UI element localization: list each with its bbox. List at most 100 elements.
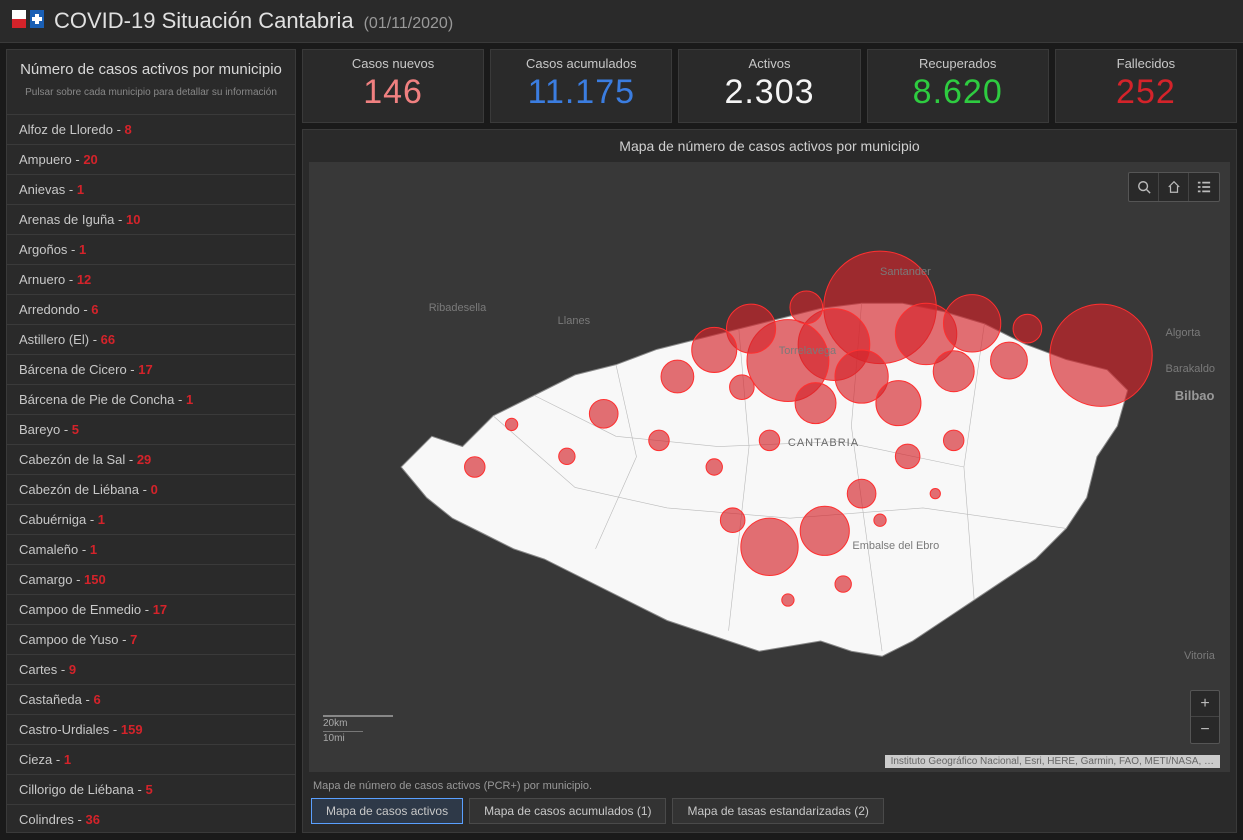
list-item-municipality[interactable]: Cartes - 9 <box>7 655 295 685</box>
case-bubble[interactable] <box>649 430 669 450</box>
list-item-municipality[interactable]: Campoo de Enmedio - 17 <box>7 595 295 625</box>
list-item-municipality[interactable]: Camaleño - 1 <box>7 535 295 565</box>
municipality-value: 1 <box>90 542 97 557</box>
list-item-municipality[interactable]: Bárcena de Pie de Concha - 1 <box>7 385 295 415</box>
header-flags <box>12 10 44 28</box>
municipality-value: 6 <box>91 302 98 317</box>
list-item-municipality[interactable]: Camargo - 150 <box>7 565 295 595</box>
municipality-name: Cabuérniga <box>19 512 86 527</box>
case-bubble[interactable] <box>661 360 694 393</box>
app-header: COVID-19 Situación Cantabria (01/11/2020… <box>0 0 1243 43</box>
list-item-municipality[interactable]: Campoo de Yuso - 7 <box>7 625 295 655</box>
scale-km: 20km <box>323 715 393 729</box>
municipality-name: Cillorigo de Liébana <box>19 782 134 797</box>
list-item-municipality[interactable]: Cabezón de la Sal - 29 <box>7 445 295 475</box>
case-bubble[interactable] <box>782 594 794 606</box>
list-item-municipality[interactable]: Astillero (El) - 66 <box>7 325 295 355</box>
sidebar-panel: Número de casos activos por municipio Pu… <box>6 49 296 833</box>
case-bubble[interactable] <box>795 383 836 424</box>
municipality-name: Arenas de Iguña <box>19 212 114 227</box>
case-bubble[interactable] <box>720 508 745 533</box>
map-area[interactable]: + − 20km 10mi Instituto Geográfico Nacio… <box>309 162 1230 772</box>
municipality-name: Campoo de Yuso <box>19 632 119 647</box>
case-bubble[interactable] <box>930 488 940 498</box>
case-bubble[interactable] <box>1050 304 1152 406</box>
stat-value: 146 <box>307 73 479 112</box>
case-bubble[interactable] <box>505 418 517 430</box>
case-bubble[interactable] <box>835 576 851 592</box>
list-item-municipality[interactable]: Castañeda - 6 <box>7 685 295 715</box>
municipality-value: 150 <box>84 572 106 587</box>
stat-label: Casos acumulados <box>495 56 667 71</box>
stat-value: 8.620 <box>872 73 1044 112</box>
municipality-name: Anievas <box>19 182 65 197</box>
municipality-list[interactable]: Alfoz de Lloredo - 8Ampuero - 20Anievas … <box>7 115 295 832</box>
flag-icon-cantabria <box>12 10 26 28</box>
case-bubble[interactable] <box>741 518 798 575</box>
stat-value: 11.175 <box>495 73 667 112</box>
tab-map-view[interactable]: Mapa de casos activos <box>311 798 463 824</box>
case-bubble[interactable] <box>943 430 963 450</box>
tab-map-view[interactable]: Mapa de tasas estandarizadas (2) <box>672 798 883 824</box>
list-item-municipality[interactable]: Colindres - 36 <box>7 805 295 832</box>
list-item-municipality[interactable]: Arnuero - 12 <box>7 265 295 295</box>
municipality-name: Bareyo <box>19 422 60 437</box>
municipality-value: 1 <box>79 242 86 257</box>
search-icon[interactable] <box>1129 173 1159 201</box>
list-item-municipality[interactable]: Cillorigo de Liébana - 5 <box>7 775 295 805</box>
case-bubble[interactable] <box>847 479 876 508</box>
case-bubble[interactable] <box>730 375 755 400</box>
case-bubble[interactable] <box>589 399 618 428</box>
case-bubble[interactable] <box>706 459 722 475</box>
list-item-municipality[interactable]: Arredondo - 6 <box>7 295 295 325</box>
list-item-municipality[interactable]: Arenas de Iguña - 10 <box>7 205 295 235</box>
sidebar-title: Número de casos activos por municipio <box>19 60 283 80</box>
municipality-name: Astillero (El) <box>19 332 89 347</box>
page-date: (01/11/2020) <box>364 15 454 33</box>
stat-label: Activos <box>683 56 855 71</box>
list-item-municipality[interactable]: Bárcena de Cicero - 17 <box>7 355 295 385</box>
home-icon[interactable] <box>1159 173 1189 201</box>
list-item-municipality[interactable]: Anievas - 1 <box>7 175 295 205</box>
zoom-control: + − <box>1190 690 1220 744</box>
list-item-municipality[interactable]: Castro-Urdiales - 159 <box>7 715 295 745</box>
legend-icon[interactable] <box>1189 173 1219 201</box>
case-bubble[interactable] <box>874 514 886 526</box>
case-bubble[interactable] <box>933 351 974 392</box>
list-item-municipality[interactable]: Ampuero - 20 <box>7 145 295 175</box>
zoom-in-button[interactable]: + <box>1191 691 1219 717</box>
map-title: Mapa de número de casos activos por muni… <box>303 130 1236 162</box>
municipality-value: 20 <box>83 152 97 167</box>
list-item-municipality[interactable]: Cabuérniga - 1 <box>7 505 295 535</box>
municipality-name: Bárcena de Cicero <box>19 362 127 377</box>
list-item-municipality[interactable]: Alfoz de Lloredo - 8 <box>7 115 295 145</box>
municipality-name: Cabezón de Liébana <box>19 482 139 497</box>
stat-label: Fallecidos <box>1060 56 1232 71</box>
stat-value: 252 <box>1060 73 1232 112</box>
municipality-value: 36 <box>85 812 99 827</box>
case-bubble[interactable] <box>465 457 485 477</box>
case-bubble[interactable] <box>692 327 737 372</box>
list-item-municipality[interactable]: Argoños - 1 <box>7 235 295 265</box>
case-bubble[interactable] <box>790 291 823 324</box>
case-bubble[interactable] <box>759 430 779 450</box>
municipality-value: 66 <box>101 332 115 347</box>
case-bubble[interactable] <box>559 448 575 464</box>
tab-map-view[interactable]: Mapa de casos acumulados (1) <box>469 798 666 824</box>
stat-value: 2.303 <box>683 73 855 112</box>
zoom-out-button[interactable]: − <box>1191 717 1219 743</box>
case-bubble[interactable] <box>895 444 920 469</box>
list-item-municipality[interactable]: Cieza - 1 <box>7 745 295 775</box>
municipality-value: 29 <box>137 452 151 467</box>
case-bubble[interactable] <box>943 295 1000 352</box>
list-item-municipality[interactable]: Cabezón de Liébana - 0 <box>7 475 295 505</box>
sidebar-subtitle: Pulsar sobre cada municipio para detalla… <box>19 86 283 100</box>
municipality-name: Castro-Urdiales <box>19 722 109 737</box>
case-bubble[interactable] <box>876 381 921 426</box>
list-item-municipality[interactable]: Bareyo - 5 <box>7 415 295 445</box>
case-bubble[interactable] <box>1013 314 1042 343</box>
case-bubble[interactable] <box>991 342 1028 379</box>
case-bubble[interactable] <box>800 506 849 555</box>
municipality-name: Alfoz de Lloredo <box>19 122 113 137</box>
stat-card: Fallecidos 252 <box>1055 49 1237 123</box>
